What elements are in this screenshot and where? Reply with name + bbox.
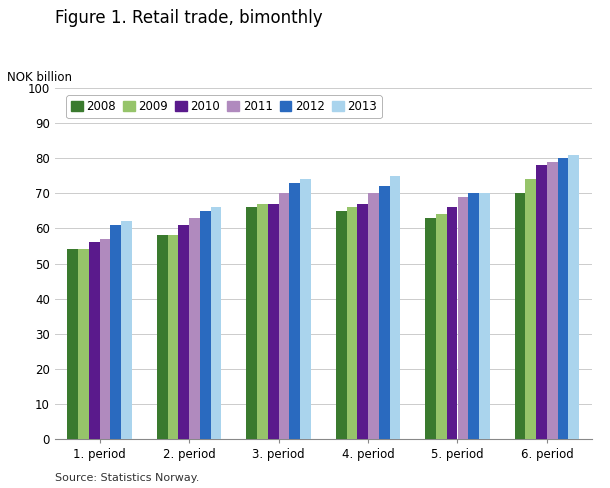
Bar xyxy=(78,249,89,439)
Bar xyxy=(436,214,447,439)
Bar xyxy=(300,179,310,439)
Bar xyxy=(515,193,525,439)
Text: NOK billion: NOK billion xyxy=(7,71,71,84)
Bar xyxy=(357,204,368,439)
Bar xyxy=(346,207,357,439)
Bar xyxy=(189,218,200,439)
Bar xyxy=(569,155,579,439)
Bar xyxy=(121,222,132,439)
Bar xyxy=(178,225,189,439)
Bar xyxy=(390,176,400,439)
Bar xyxy=(547,162,558,439)
Bar xyxy=(268,204,279,439)
Bar xyxy=(210,207,221,439)
Bar xyxy=(68,249,78,439)
Legend: 2008, 2009, 2010, 2011, 2012, 2013: 2008, 2009, 2010, 2011, 2012, 2013 xyxy=(66,96,382,118)
Bar xyxy=(289,183,300,439)
Bar xyxy=(379,186,390,439)
Bar xyxy=(200,211,210,439)
Bar xyxy=(525,179,536,439)
Bar xyxy=(157,235,168,439)
Bar xyxy=(558,158,569,439)
Bar xyxy=(336,211,346,439)
Bar xyxy=(458,197,468,439)
Bar xyxy=(99,239,110,439)
Bar xyxy=(89,243,99,439)
Text: Figure 1. Retail trade, bimonthly: Figure 1. Retail trade, bimonthly xyxy=(55,9,323,27)
Bar xyxy=(279,193,289,439)
Bar xyxy=(110,225,121,439)
Bar xyxy=(536,165,547,439)
Bar xyxy=(257,204,268,439)
Bar xyxy=(447,207,458,439)
Bar xyxy=(425,218,436,439)
Text: Source: Statistics Norway.: Source: Statistics Norway. xyxy=(55,473,199,483)
Bar xyxy=(479,193,490,439)
Bar xyxy=(468,193,479,439)
Bar xyxy=(168,235,178,439)
Bar xyxy=(368,193,379,439)
Bar xyxy=(246,207,257,439)
